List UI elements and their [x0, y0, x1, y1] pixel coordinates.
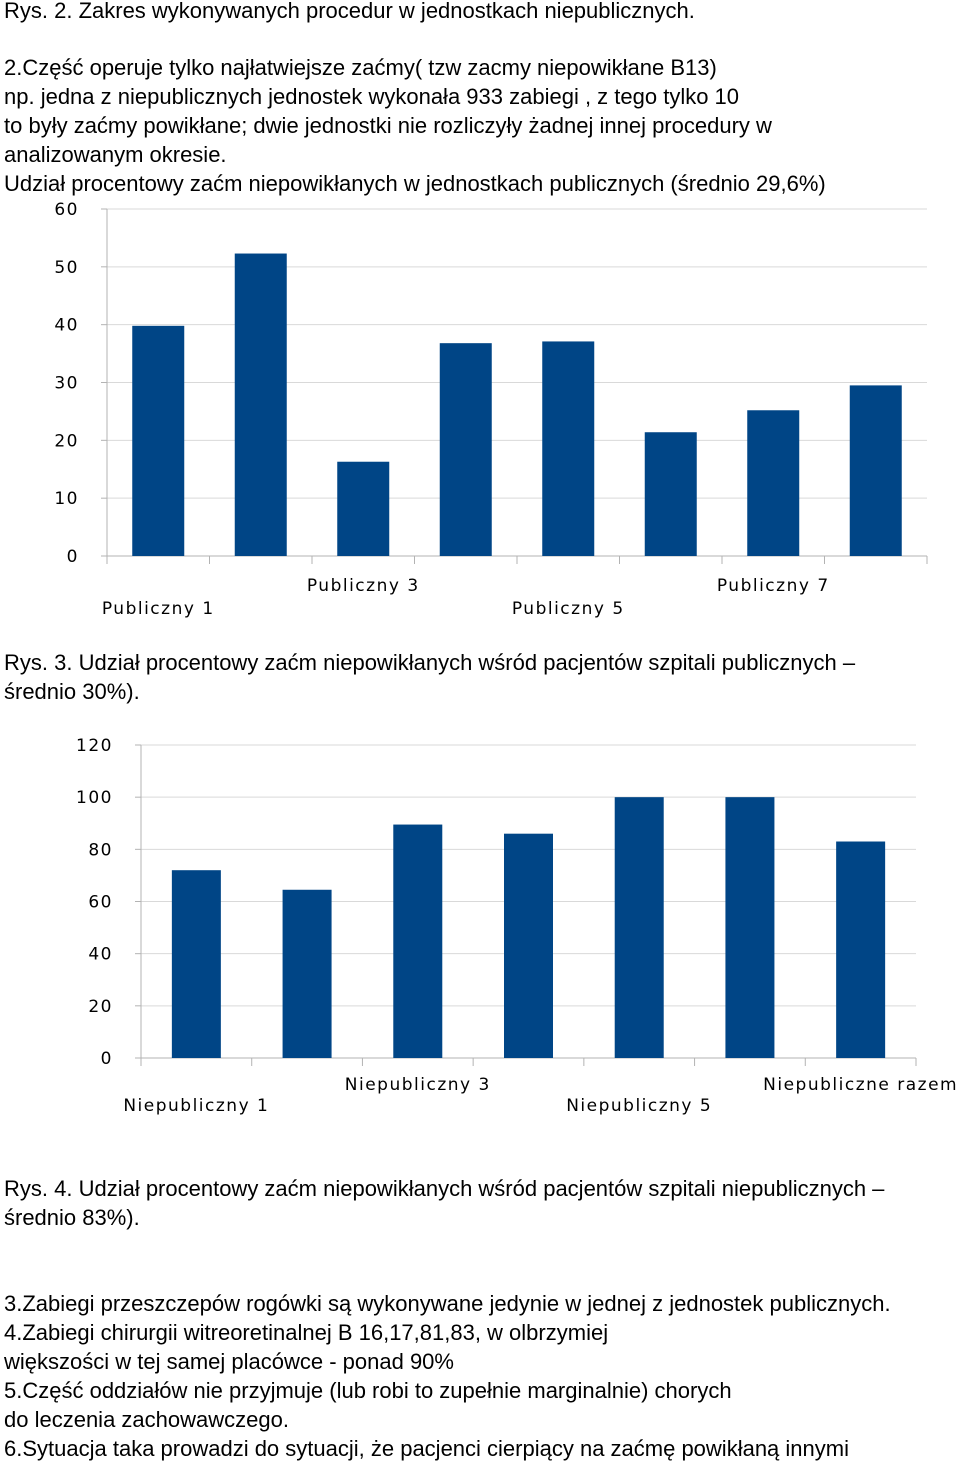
paragraph-4-line-2: większości w tej samej placówce - ponad … — [4, 1349, 454, 1374]
figure-caption-rys4-line-1: Rys. 4. Udział procentowy zaćm niepowikł… — [4, 1176, 885, 1201]
y-tick-label: 30 — [54, 374, 79, 394]
paragraph-3: 3.Zabiegi przeszczepów rogówki są wykony… — [4, 1291, 891, 1316]
paragraph-5-line-2: do leczenia zachowawczego. — [4, 1407, 289, 1432]
bar — [747, 410, 800, 556]
bar — [614, 797, 664, 1058]
bar — [542, 341, 595, 556]
y-tick-label: 50 — [54, 258, 79, 278]
bar — [504, 833, 553, 1058]
x-category-label: Publiczny 7 — [717, 576, 830, 596]
bar — [725, 797, 775, 1058]
bar — [849, 385, 902, 556]
figure-caption-rys4-line-2: średnio 83%). — [4, 1205, 140, 1230]
paragraph-4-line-1: 4.Zabiegi chirurgii witreoretinalnej B 1… — [4, 1320, 609, 1345]
paragraph-2-line-3: to były zaćmy powikłane; dwie jednostki … — [4, 113, 772, 138]
y-tick-label: 20 — [54, 431, 79, 451]
paragraph-2-line-2: np. jedna z niepublicznych jednostek wyk… — [4, 84, 740, 109]
bar — [234, 253, 287, 556]
figure-caption-rys2: Rys. 2. Zakres wykonywanych procedur w j… — [4, 0, 695, 23]
y-tick-label: 100 — [76, 788, 113, 808]
x-category-label: Publiczny 1 — [102, 599, 215, 619]
figure-caption-rys3-line-1: Rys. 3. Udział procentowy zaćm niepowikł… — [4, 650, 856, 675]
chart-public-units: 0 10 20 30 40 50 60 Publiczny 1 Publiczny 3 Publi… — [54, 200, 928, 619]
paragraph-6: 6.Sytuacja taka prowadzi do sytuacji, że… — [4, 1436, 849, 1461]
paragraph-5-line-1: 5.Część oddziałów nie przyjmuje (lub rob… — [4, 1378, 732, 1403]
bar — [393, 824, 443, 1058]
figure-caption-rys3-line-2: średnio 30%). — [4, 679, 140, 704]
chart1-heading: Udział procentowy zaćm niepowikłanych w … — [4, 171, 826, 196]
y-tick-label: 40 — [88, 945, 113, 965]
chart-nonpublic-units: 0 20 40 60 80 100 120 Niepubliczny 1 Niepubliczn… — [76, 736, 958, 1116]
paragraph-2-line-1: 2.Część operuje tylko najłatwiejsze zaćm… — [4, 55, 717, 80]
y-tick-label: 0 — [67, 547, 79, 567]
y-tick-label: 20 — [88, 997, 113, 1017]
bar — [171, 870, 221, 1058]
bar — [282, 889, 332, 1058]
bar — [132, 325, 185, 556]
y-tick-label: 10 — [54, 489, 79, 509]
y-tick-label: 60 — [88, 893, 113, 913]
x-category-label: Publiczny 5 — [512, 599, 625, 619]
bar — [836, 841, 886, 1058]
y-tick-label: 80 — [88, 840, 113, 860]
bar — [337, 461, 390, 556]
x-category-label: Niepubliczny 1 — [123, 1096, 269, 1116]
y-tick-label: 120 — [76, 736, 113, 756]
bar — [644, 432, 697, 556]
bar — [439, 343, 492, 556]
x-category-label: Niepubliczny 5 — [566, 1096, 712, 1116]
x-category-label: Niepubliczne razem — [763, 1075, 958, 1095]
y-tick-label: 40 — [54, 316, 79, 336]
x-category-label: Publiczny 3 — [307, 576, 420, 596]
y-tick-label: 60 — [54, 200, 79, 220]
paragraph-2-line-4: analizowanym okresie. — [4, 142, 227, 167]
y-tick-label: 0 — [101, 1049, 113, 1069]
x-category-label: Niepubliczny 3 — [345, 1075, 491, 1095]
